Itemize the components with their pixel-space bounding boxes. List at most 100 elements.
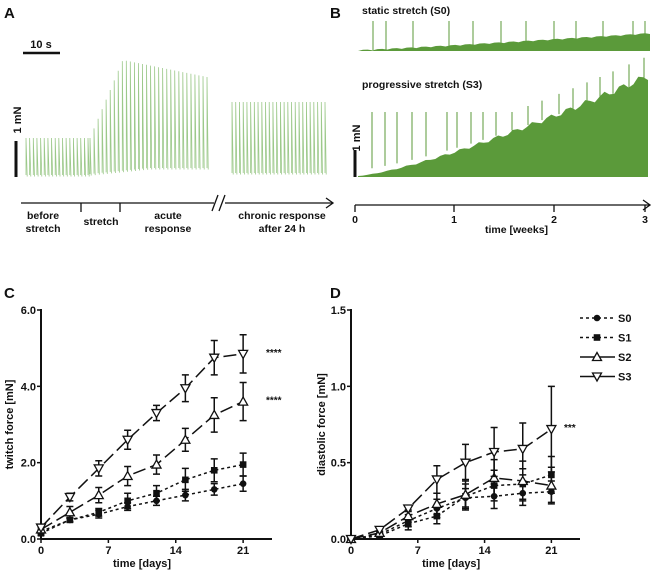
marker-square	[182, 476, 189, 484]
significance-annotation: ***	[564, 423, 576, 434]
phase-label-stretch: stretch	[83, 216, 118, 228]
legend-entry-s1: S1	[580, 333, 631, 345]
x-axis-label: time [days]	[113, 558, 171, 570]
force-scale-label-b: 1 mN	[351, 124, 363, 151]
x-axis-label: time [days]	[422, 558, 480, 570]
timeline-arrow	[325, 197, 335, 209]
marker-triangle-up	[93, 489, 105, 500]
y-tick-label: 0.0	[21, 534, 36, 546]
marker-circle	[593, 314, 601, 322]
marker-triangle-up	[179, 433, 191, 444]
phase-label-acute-2: response	[145, 223, 192, 235]
legend-label: S3	[618, 372, 631, 384]
progressive-stretch-trace	[358, 76, 648, 177]
marker-circle	[182, 491, 189, 499]
series-line	[350, 477, 552, 540]
panel-b-traces: static stretch (S0) progressive stretch …	[351, 5, 652, 236]
marker-triangle-down	[122, 435, 134, 446]
legend-label: S1	[618, 333, 631, 345]
legend-entry-s2: S2	[580, 351, 631, 364]
marker-square	[593, 334, 601, 341]
marker-triangle-down	[591, 372, 603, 383]
axis-break-mark	[211, 194, 226, 212]
series-s2	[35, 381, 249, 534]
panel-label-b: B	[330, 5, 341, 22]
marker-triangle-up	[150, 458, 163, 469]
panel-d-chart: 0.0 0.5 1.0 1.5 0 7 14 21 time [days] diastolic f…	[316, 305, 631, 570]
marker-square	[95, 508, 103, 516]
series-s0	[37, 475, 247, 535]
marker-triangle-up	[545, 479, 557, 490]
series-line	[40, 463, 244, 534]
marker-triangle-down	[237, 349, 249, 360]
y-tick-label: 1.0	[331, 381, 346, 393]
marker-triangle-down	[179, 384, 191, 395]
series-line	[40, 400, 244, 531]
series-s1	[37, 452, 247, 537]
marker-square	[210, 467, 218, 474]
x-tick-label: 2	[551, 214, 557, 226]
y-axis-label: diastolic force [mN]	[316, 373, 328, 476]
marker-triangle-down	[35, 523, 47, 534]
marker-square	[239, 461, 247, 468]
series-line	[40, 353, 244, 529]
y-tick-label: 4.0	[21, 381, 36, 393]
x-tick-label: 0	[38, 545, 44, 557]
marker-square	[433, 512, 441, 520]
y-tick-label: 0.5	[331, 458, 346, 470]
x-tick-label: 14	[478, 545, 491, 557]
legend-entry-s0: S0	[580, 313, 631, 325]
marker-triangle-down	[64, 492, 76, 503]
x-tick-label: 1	[451, 214, 457, 226]
marker-triangle-down	[150, 408, 163, 419]
legend-label: S0	[618, 313, 631, 325]
marker-triangle-down	[431, 475, 443, 486]
trace-label-s0: static stretch (S0)	[362, 5, 450, 17]
trace-label-s3: progressive stretch (S3)	[362, 79, 482, 91]
x-tick-label: 7	[415, 545, 421, 557]
panel-label-c: C	[4, 285, 15, 302]
panel-c-chart: 0.0 2.0 4.0 6.0 0 7 14 21 time [days] twitch forc…	[4, 305, 282, 570]
series-s3	[345, 385, 557, 545]
marker-triangle-down	[488, 447, 500, 458]
x-tick-label: 0	[352, 214, 358, 226]
phase-label-before-2: stretch	[25, 223, 60, 235]
marker-triangle-up	[488, 472, 500, 483]
marker-square	[124, 497, 131, 505]
static-stretch-trace	[358, 33, 650, 51]
marker-triangle-up	[431, 498, 443, 509]
marker-triangle-up	[517, 475, 529, 486]
marker-triangle-up	[459, 488, 472, 499]
significance-annotation: ****	[266, 348, 282, 359]
x-tick-label: 21	[545, 545, 557, 557]
series-s3	[35, 334, 249, 534]
marker-triangle-down	[517, 444, 529, 455]
marker-triangle-up	[64, 506, 76, 517]
marker-circle	[239, 480, 247, 487]
panel-label-d: D	[330, 285, 341, 302]
marker-triangle-down	[93, 464, 105, 475]
y-axis-label: twitch force [mN]	[4, 379, 16, 469]
marker-square	[153, 489, 160, 497]
legend-label: S2	[618, 352, 631, 364]
marker-triangle-up	[402, 510, 414, 521]
x-tick-label: 7	[105, 545, 111, 557]
y-tick-label: 6.0	[21, 305, 36, 317]
panel-a-traces: 10 s 1 mN before stretch stretch acute r…	[12, 39, 335, 235]
y-tick-label: 1.5	[331, 305, 346, 317]
y-tick-label: 0.0	[331, 534, 346, 546]
force-scale-label: 1 mN	[12, 106, 24, 133]
legend-entry-s3: S3	[580, 372, 631, 384]
x-axis-label-b: time [weeks]	[485, 224, 548, 236]
phase-label-chronic-2: after 24 h	[259, 223, 306, 235]
panel-label-a: A	[4, 5, 15, 22]
x-tick-label: 3	[642, 214, 648, 226]
marker-square	[66, 516, 74, 524]
marker-triangle-down	[345, 534, 357, 545]
phase-label-acute: acute	[154, 210, 182, 222]
x-tick-label: 21	[237, 545, 249, 557]
x-tick-label: 14	[170, 545, 183, 557]
significance-annotation: ****	[266, 396, 282, 407]
marker-square	[404, 520, 412, 528]
